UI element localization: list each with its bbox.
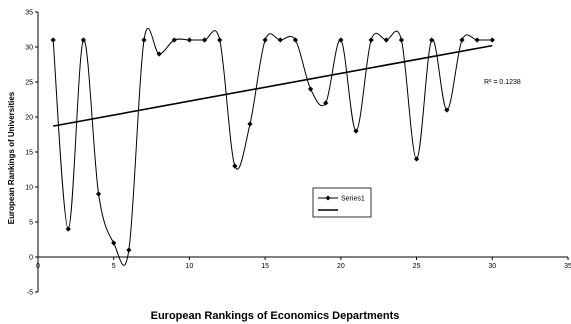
data-point-marker bbox=[80, 37, 87, 43]
y-tick-label: 30 bbox=[25, 45, 33, 52]
data-point-marker bbox=[156, 51, 162, 57]
x-tick-label: 25 bbox=[413, 263, 421, 270]
y-tick-label: 10 bbox=[25, 185, 33, 192]
data-point-marker bbox=[338, 37, 344, 43]
data-point-marker bbox=[217, 37, 223, 43]
data-point-marker bbox=[262, 37, 268, 43]
data-point-marker bbox=[232, 163, 238, 169]
data-point-marker bbox=[292, 37, 299, 43]
series1-line bbox=[52, 28, 493, 266]
data-point-marker bbox=[444, 107, 450, 113]
x-tick-label: 5 bbox=[112, 263, 116, 270]
data-point-marker bbox=[429, 37, 435, 43]
data-point-marker bbox=[65, 226, 71, 232]
y-tick-label: 25 bbox=[25, 80, 33, 87]
x-tick-label: 30 bbox=[488, 263, 496, 270]
y-tick-label: -5 bbox=[27, 290, 33, 297]
x-tick-label: 20 bbox=[337, 263, 345, 270]
y-axis-title: European Rankings of Universities bbox=[7, 91, 16, 224]
data-point-marker bbox=[95, 191, 102, 197]
data-point-marker bbox=[413, 156, 420, 162]
y-ticks: -5 0 5 10 15 20 25 30 35 bbox=[25, 10, 38, 297]
data-point-marker bbox=[474, 37, 480, 43]
data-point-marker bbox=[383, 37, 389, 43]
legend: Series1 bbox=[312, 187, 372, 218]
y-tick-label: 35 bbox=[25, 10, 33, 17]
y-tick-label: 0 bbox=[29, 255, 33, 262]
y-tick-label: 15 bbox=[25, 150, 33, 157]
x-tick-label: 15 bbox=[261, 263, 269, 270]
x-tick-label: 35 bbox=[564, 263, 571, 270]
data-point-marker bbox=[277, 37, 283, 43]
series1-markers bbox=[50, 37, 495, 253]
data-point-marker bbox=[398, 37, 405, 43]
r-squared-annotation: R² = 0.1238 bbox=[484, 79, 521, 86]
y-tick-label: 20 bbox=[25, 115, 33, 122]
data-point-marker bbox=[171, 37, 177, 43]
legend-box bbox=[312, 187, 372, 218]
data-point-marker bbox=[307, 86, 314, 92]
x-tick-label: 10 bbox=[186, 263, 194, 270]
data-point-marker bbox=[126, 247, 132, 253]
data-point-marker bbox=[368, 37, 374, 43]
data-point-marker bbox=[201, 37, 208, 43]
data-point-marker bbox=[186, 37, 193, 43]
data-point-marker bbox=[353, 128, 359, 134]
data-point-marker bbox=[323, 100, 329, 106]
legend-series1-label: Series1 bbox=[341, 196, 365, 203]
x-axis-title: European Rankings of Economics Departmen… bbox=[151, 310, 400, 322]
legend-series1-marker bbox=[325, 195, 331, 201]
x-ticks: 0 5 10 15 20 25 30 35 bbox=[36, 257, 571, 270]
x-tick-label: 0 bbox=[36, 263, 40, 270]
data-point-marker bbox=[50, 37, 56, 43]
data-point-marker bbox=[247, 121, 253, 127]
data-point-marker bbox=[141, 37, 147, 43]
data-point-marker bbox=[489, 37, 495, 43]
y-tick-label: 5 bbox=[29, 220, 33, 227]
linear-trendline bbox=[52, 44, 493, 127]
data-point-marker bbox=[459, 37, 465, 43]
axes bbox=[37, 12, 568, 292]
data-point-marker bbox=[111, 240, 117, 246]
